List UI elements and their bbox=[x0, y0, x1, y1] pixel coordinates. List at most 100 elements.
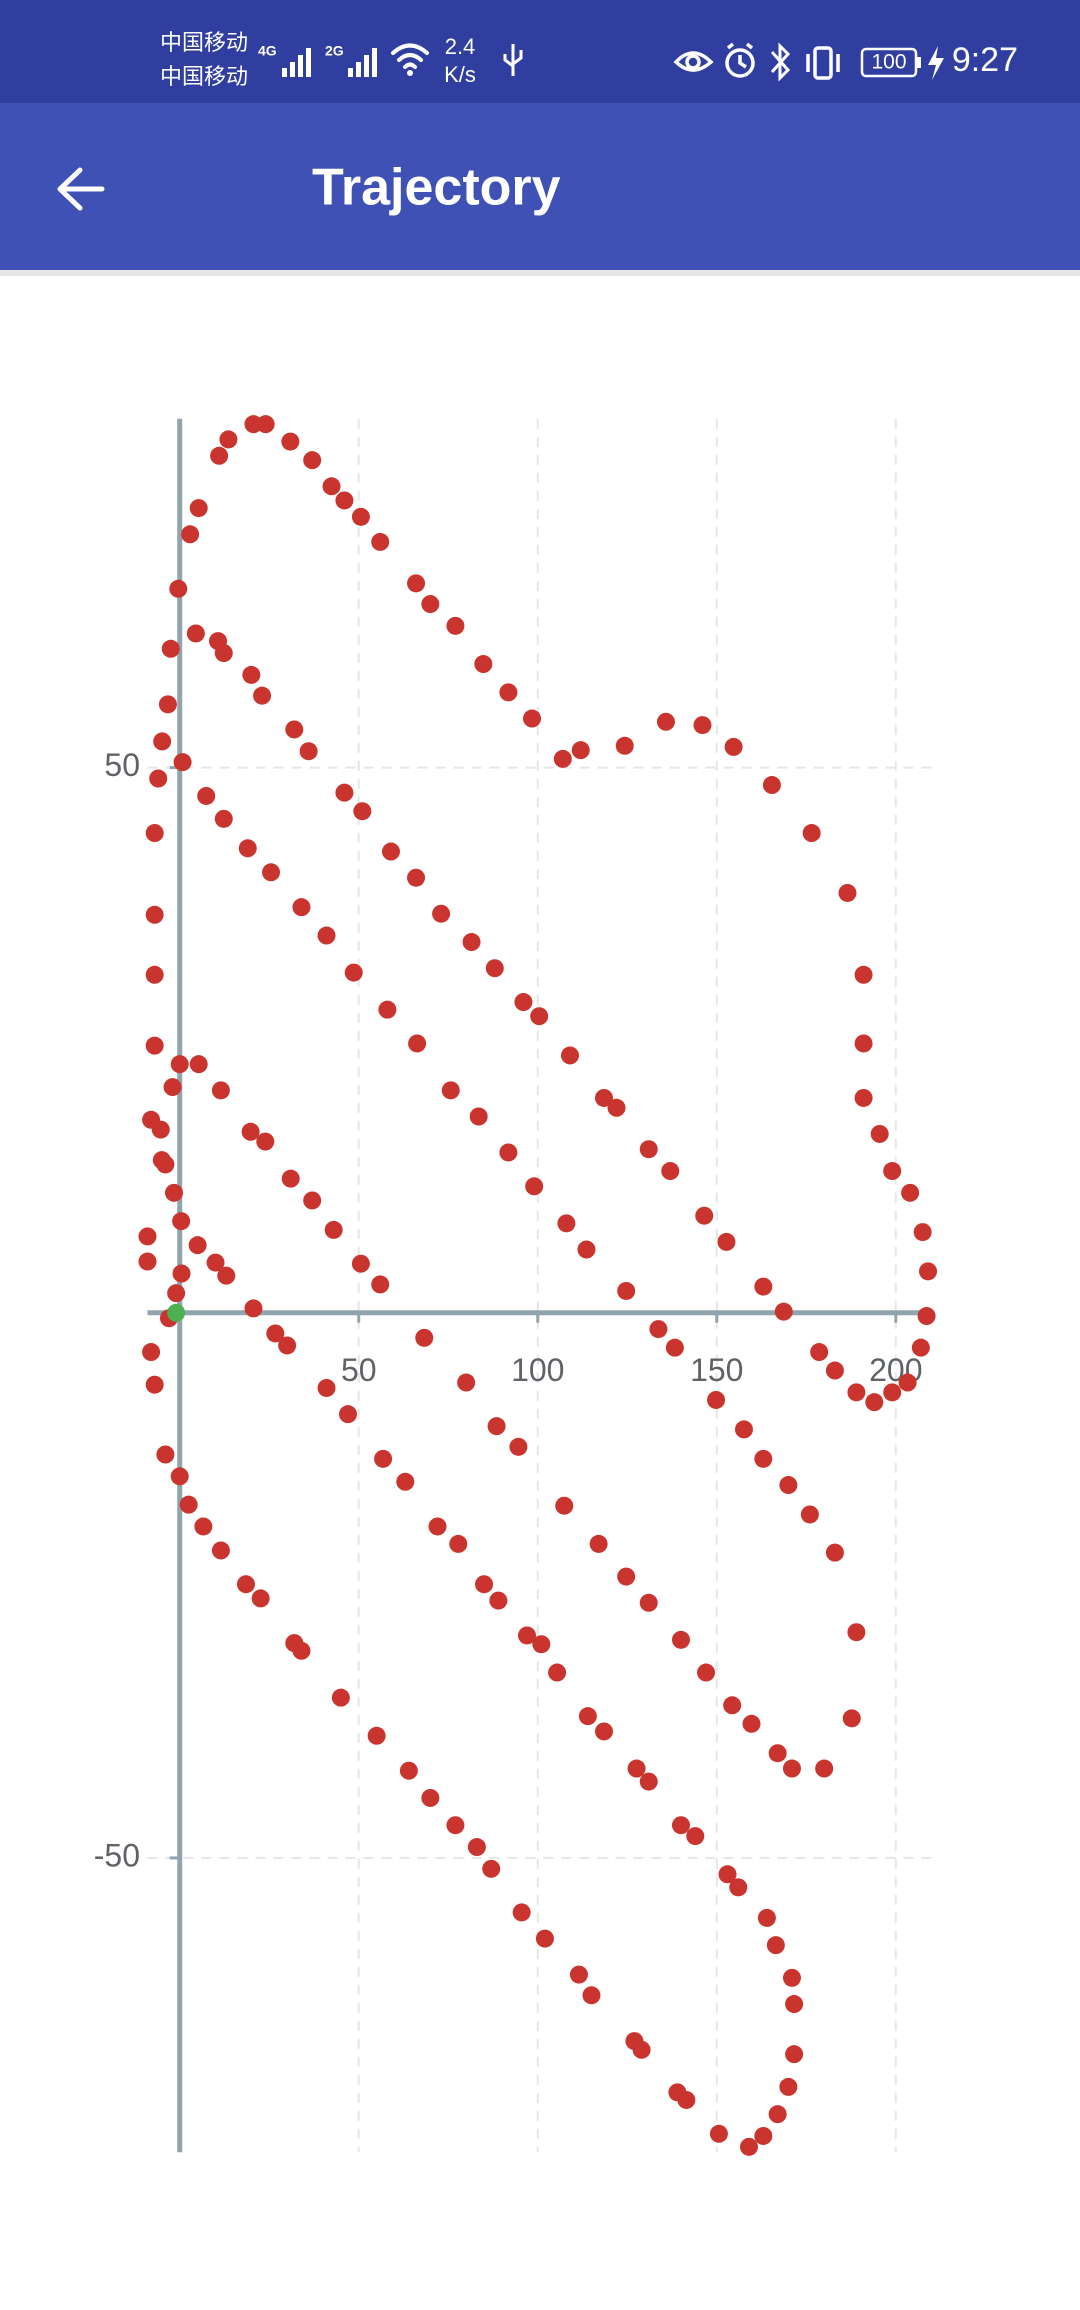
trajectory-point bbox=[317, 926, 336, 945]
trajectory-point bbox=[671, 1630, 690, 1649]
trajectory-point bbox=[555, 1496, 574, 1515]
trajectory-point bbox=[278, 1336, 297, 1355]
back-button[interactable] bbox=[57, 167, 105, 211]
trajectory-point bbox=[156, 1155, 175, 1174]
trajectory-point bbox=[854, 1034, 873, 1053]
trajectory-point bbox=[172, 1212, 191, 1231]
trajectory-point bbox=[768, 1744, 787, 1763]
trajectory-point bbox=[898, 1373, 917, 1392]
trajectory-point bbox=[181, 525, 200, 544]
trajectory-point bbox=[189, 1055, 208, 1074]
trajectory-point bbox=[244, 1299, 263, 1318]
trajectory-point bbox=[253, 686, 272, 705]
trajectory-point bbox=[281, 1169, 300, 1188]
trajectory-point bbox=[292, 1641, 311, 1660]
trajectory-point bbox=[482, 1859, 501, 1878]
app-bar-shadow bbox=[0, 270, 1080, 276]
trajectory-point bbox=[901, 1183, 920, 1202]
trajectory-point bbox=[303, 451, 322, 470]
trajectory-point bbox=[697, 1663, 716, 1682]
trajectory-point bbox=[854, 965, 873, 984]
trajectory-point bbox=[161, 639, 180, 658]
trajectory-point bbox=[164, 1183, 183, 1202]
trajectory-point bbox=[170, 1055, 189, 1074]
trajectory-point bbox=[639, 1772, 658, 1791]
app-bar-title: Trajectory bbox=[312, 159, 561, 217]
trajectory-point bbox=[709, 2124, 728, 2143]
trajectory-point bbox=[145, 1036, 164, 1055]
trajectory-point bbox=[594, 1722, 613, 1741]
wifi-icon bbox=[391, 43, 429, 69]
trajectory-point bbox=[729, 1878, 748, 1897]
trajectory-point bbox=[322, 477, 341, 496]
trajectory-point bbox=[142, 1343, 161, 1362]
trajectory-point bbox=[449, 1534, 468, 1553]
trajectory-point bbox=[145, 965, 164, 984]
signal-icon bbox=[348, 48, 377, 77]
trajectory-point bbox=[145, 824, 164, 843]
trajectory-point bbox=[485, 959, 504, 978]
trajectory-point bbox=[163, 1078, 182, 1097]
trajectory-point bbox=[266, 1324, 285, 1343]
network-type: 4G bbox=[258, 43, 277, 59]
trajectory-point bbox=[766, 1936, 785, 1955]
trajectory-point bbox=[782, 1759, 801, 1778]
trajectory-point bbox=[582, 1986, 601, 2005]
trajectory-point bbox=[499, 683, 518, 702]
trajectory-point bbox=[571, 741, 590, 760]
trajectory-point bbox=[782, 1968, 801, 1987]
trajectory-point bbox=[665, 1338, 684, 1357]
usb-icon bbox=[503, 44, 523, 76]
trajectory-point bbox=[717, 1232, 736, 1251]
trajectory-point bbox=[371, 532, 390, 551]
trajectory-point bbox=[723, 1696, 742, 1715]
trajectory-point bbox=[408, 1034, 427, 1053]
carrier: 中国移动 bbox=[160, 30, 248, 55]
trajectory-point bbox=[639, 1593, 658, 1612]
trajectory-point bbox=[825, 1361, 844, 1380]
trajectory-point bbox=[158, 695, 177, 714]
trajectory-point bbox=[487, 1417, 506, 1436]
net-speed-unit: K/s bbox=[444, 62, 476, 87]
trajectory-point bbox=[153, 732, 172, 751]
trajectory-point bbox=[172, 1264, 191, 1283]
trajectory-point bbox=[446, 1816, 465, 1835]
trajectory-point bbox=[351, 507, 370, 526]
trajectory-point bbox=[351, 1254, 370, 1273]
trajectory-point bbox=[854, 1088, 873, 1107]
trajectory-point bbox=[553, 749, 572, 768]
trajectory-point bbox=[762, 776, 781, 795]
carrier: 中国移动 bbox=[160, 64, 248, 89]
trajectory-point bbox=[838, 883, 857, 902]
trajectory-point bbox=[785, 1995, 804, 2014]
trajectory-point bbox=[594, 1088, 613, 1107]
status-bar bbox=[0, 0, 1080, 103]
trajectory-point bbox=[467, 1838, 486, 1857]
trajectory-point bbox=[210, 446, 229, 465]
trajectory-point bbox=[317, 1378, 336, 1397]
trajectory-point bbox=[145, 905, 164, 924]
trajectory-point bbox=[189, 499, 208, 518]
trajectory-point bbox=[303, 1191, 322, 1210]
trajectory-point bbox=[156, 1445, 175, 1464]
trajectory-point bbox=[754, 1449, 773, 1468]
trajectory-point bbox=[535, 1929, 554, 1948]
trajectory-point bbox=[399, 1761, 418, 1780]
trajectory-point bbox=[236, 1575, 255, 1594]
network-type: 2G bbox=[325, 43, 344, 59]
trajectory-point bbox=[432, 904, 451, 923]
trajectory-point bbox=[335, 783, 354, 802]
trajectory-point bbox=[718, 1865, 737, 1884]
trajectory-point bbox=[138, 1227, 157, 1246]
trajectory-point bbox=[219, 430, 238, 449]
trajectory-point bbox=[462, 933, 481, 952]
trajectory-point bbox=[779, 2077, 798, 2096]
trajectory-point bbox=[378, 1000, 397, 1019]
trajectory-point bbox=[632, 2040, 651, 2059]
eye-icon bbox=[673, 51, 714, 72]
trajectory-point bbox=[214, 809, 233, 828]
bluetooth-icon bbox=[770, 42, 791, 82]
trajectory-point bbox=[331, 1688, 350, 1707]
trajectory-point bbox=[847, 1383, 866, 1402]
